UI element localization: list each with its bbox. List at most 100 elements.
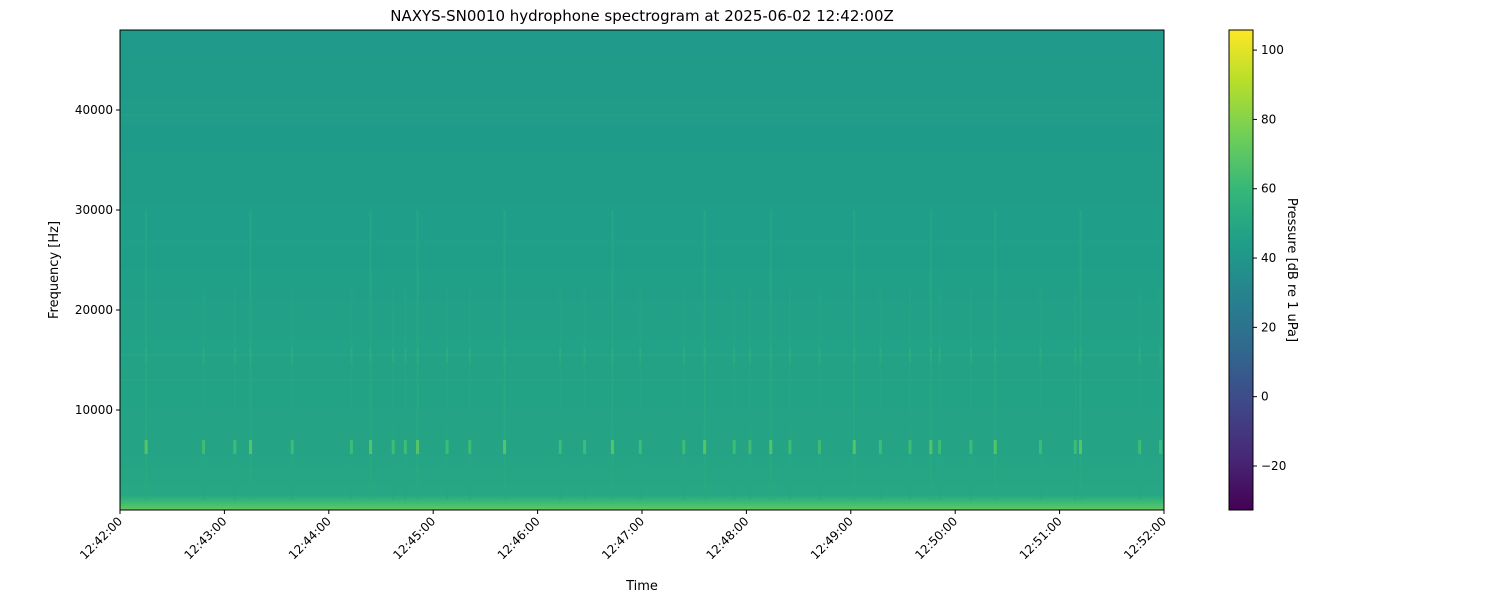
tonal-blob xyxy=(748,440,752,454)
tonal-blob xyxy=(446,348,449,362)
spectrogram-row xyxy=(120,178,1164,181)
spectrogram-row xyxy=(120,386,1164,389)
spectrogram-row xyxy=(120,226,1164,229)
colorbar-tick-label: 0 xyxy=(1261,390,1269,404)
spectrogram-row xyxy=(120,380,1164,383)
transient-streak xyxy=(583,290,586,500)
chart-title: NAXYS-SN0010 hydrophone spectrogram at 2… xyxy=(390,7,894,25)
spectrogram-row xyxy=(120,304,1164,307)
spectrogram-row xyxy=(120,248,1164,251)
spectrogram-row xyxy=(120,474,1164,477)
spectrogram-row xyxy=(120,480,1164,483)
tonal-line xyxy=(120,379,1164,381)
spectrogram-row xyxy=(120,196,1164,199)
spectrogram-row xyxy=(120,144,1164,147)
x-tick-label: 12:52:00 xyxy=(1121,514,1169,562)
spectrogram-row xyxy=(120,498,1164,501)
x-tick-label: 12:48:00 xyxy=(704,514,752,562)
spectrogram-row xyxy=(120,468,1164,471)
spectrogram-row xyxy=(120,134,1164,137)
spectrogram-row xyxy=(120,310,1164,313)
spectrogram-row xyxy=(120,78,1164,81)
spectrogram-row xyxy=(120,160,1164,163)
transient-streak xyxy=(1039,290,1042,500)
spectrogram-row xyxy=(120,388,1164,391)
spectrogram-row xyxy=(120,68,1164,71)
spectrogram-row xyxy=(120,70,1164,73)
spectrogram-row xyxy=(120,342,1164,345)
transient-streak xyxy=(818,290,821,500)
spectrogram-row xyxy=(120,76,1164,79)
spectrogram-row xyxy=(120,460,1164,463)
spectrogram-row xyxy=(120,318,1164,321)
spectrogram-row xyxy=(120,96,1164,99)
spectrogram-row xyxy=(120,262,1164,265)
y-tick-label: 20000 xyxy=(75,303,113,317)
spectrogram-row xyxy=(120,408,1164,411)
spectrogram-row xyxy=(120,52,1164,55)
transient-streak xyxy=(733,290,736,500)
spectrogram-row xyxy=(120,182,1164,185)
tonal-blob xyxy=(404,348,407,362)
spectrogram-row xyxy=(120,338,1164,341)
spectrogram-row xyxy=(120,224,1164,227)
spectrogram-row xyxy=(120,116,1164,119)
tonal-blob xyxy=(249,348,252,362)
spectrogram-row xyxy=(120,368,1164,371)
transient-streak xyxy=(559,290,562,500)
spectrogram-row xyxy=(120,396,1164,399)
tonal-blob xyxy=(994,348,997,362)
spectrogram-row xyxy=(120,244,1164,247)
tonal-blob xyxy=(583,348,586,362)
x-tick-label: 12:51:00 xyxy=(1017,514,1065,562)
x-tick-label: 12:46:00 xyxy=(495,514,543,562)
x-tick-label: 12:43:00 xyxy=(182,514,230,562)
spectrogram-row xyxy=(120,494,1164,497)
spectrogram-row xyxy=(120,200,1164,203)
transient-streak xyxy=(748,290,751,500)
spectrogram-row xyxy=(120,216,1164,219)
spectrogram-row xyxy=(120,88,1164,91)
spectrogram-row xyxy=(120,448,1164,451)
spectrogram-row xyxy=(120,410,1164,413)
spectrogram-row xyxy=(120,436,1164,439)
spectrogram-row xyxy=(120,92,1164,95)
spectrogram-row xyxy=(120,94,1164,97)
spectrogram-row xyxy=(120,252,1164,255)
spectrogram-row xyxy=(120,336,1164,339)
spectrogram-row xyxy=(120,306,1164,309)
spectrogram-row xyxy=(120,154,1164,157)
spectrogram-row xyxy=(120,472,1164,475)
tonal-blob xyxy=(1038,440,1042,454)
tonal-blob xyxy=(748,348,751,362)
tonal-blob xyxy=(1039,348,1042,362)
spectrogram-image xyxy=(120,30,1164,510)
tonal-blob xyxy=(993,440,997,454)
spectrogram-row xyxy=(120,270,1164,273)
tonal-blob xyxy=(290,440,294,454)
spectrogram-row xyxy=(120,100,1164,103)
spectrogram-row xyxy=(120,384,1164,387)
spectrogram-row xyxy=(120,496,1164,499)
spectrogram-row xyxy=(120,466,1164,469)
spectrogram-row xyxy=(120,366,1164,369)
spectrogram-row xyxy=(120,344,1164,347)
spectrogram-row xyxy=(120,334,1164,337)
spectrogram-row xyxy=(120,458,1164,461)
spectrogram-row xyxy=(120,456,1164,459)
spectrogram-row xyxy=(120,382,1164,385)
spectrogram-row xyxy=(120,80,1164,83)
spectrogram-row xyxy=(120,404,1164,407)
tonal-blob xyxy=(938,440,942,454)
tonal-blob xyxy=(503,348,506,362)
spectrogram-row xyxy=(120,106,1164,109)
y-axis: 10000 20000 30000 40000 xyxy=(75,103,120,417)
tonal-blob xyxy=(233,440,237,454)
spectrogram-row xyxy=(120,374,1164,377)
spectrogram-row xyxy=(120,56,1164,59)
spectrogram-row xyxy=(120,356,1164,359)
spectrogram-row xyxy=(120,476,1164,479)
spectrogram-row xyxy=(120,72,1164,75)
spectrogram-row xyxy=(120,364,1164,367)
spectrogram-row xyxy=(120,128,1164,131)
